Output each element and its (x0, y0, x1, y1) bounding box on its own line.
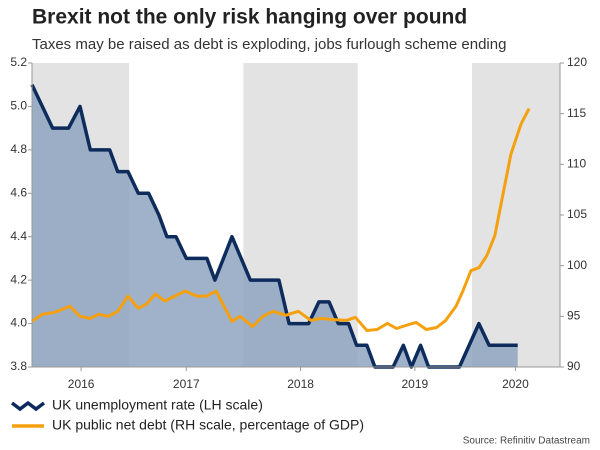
chart-subtitle: Taxes may be raised as debt is exploding… (32, 36, 506, 53)
y-tick-label: 3.8 (10, 359, 27, 373)
x-tick-label: 2019 (402, 377, 429, 391)
y-tick-label: 4.8 (10, 142, 27, 156)
year-band (472, 63, 560, 367)
x-tick-label: 2016 (68, 377, 95, 391)
line (31, 107, 531, 332)
x-tick-label: 2018 (287, 377, 314, 391)
legend-swatch (10, 400, 46, 412)
y2-tick-label: 110 (567, 157, 586, 171)
y2-tick-label: 100 (567, 258, 587, 272)
y-tick-label: 5.0 (10, 99, 27, 113)
legend-label: UK unemployment rate (LH scale) (52, 397, 263, 413)
y2-tick-label: 120 (567, 55, 587, 69)
chart-title: Brexit not the only risk hanging over po… (32, 6, 467, 29)
y-tick-label: 4.4 (10, 229, 27, 243)
y2-tick-label: 90 (567, 359, 581, 373)
legend-label: UK public net debt (RH scale, percentage… (52, 417, 364, 433)
y-tick-label: 4.0 (10, 316, 27, 330)
source: Source: Refinitiv Datastream (463, 436, 590, 447)
y2-tick-label: 115 (567, 106, 586, 120)
x-tick-label: 2017 (173, 377, 200, 391)
y-tick-label: 4.2 (10, 272, 27, 286)
y-tick-label: 4.6 (10, 185, 27, 199)
y2-tick-label: 105 (567, 207, 587, 221)
x-tick-label: 2020 (502, 377, 529, 391)
y2-tick-label: 95 (567, 309, 581, 323)
y-tick-label: 5.2 (10, 55, 27, 69)
line (30, 83, 518, 369)
